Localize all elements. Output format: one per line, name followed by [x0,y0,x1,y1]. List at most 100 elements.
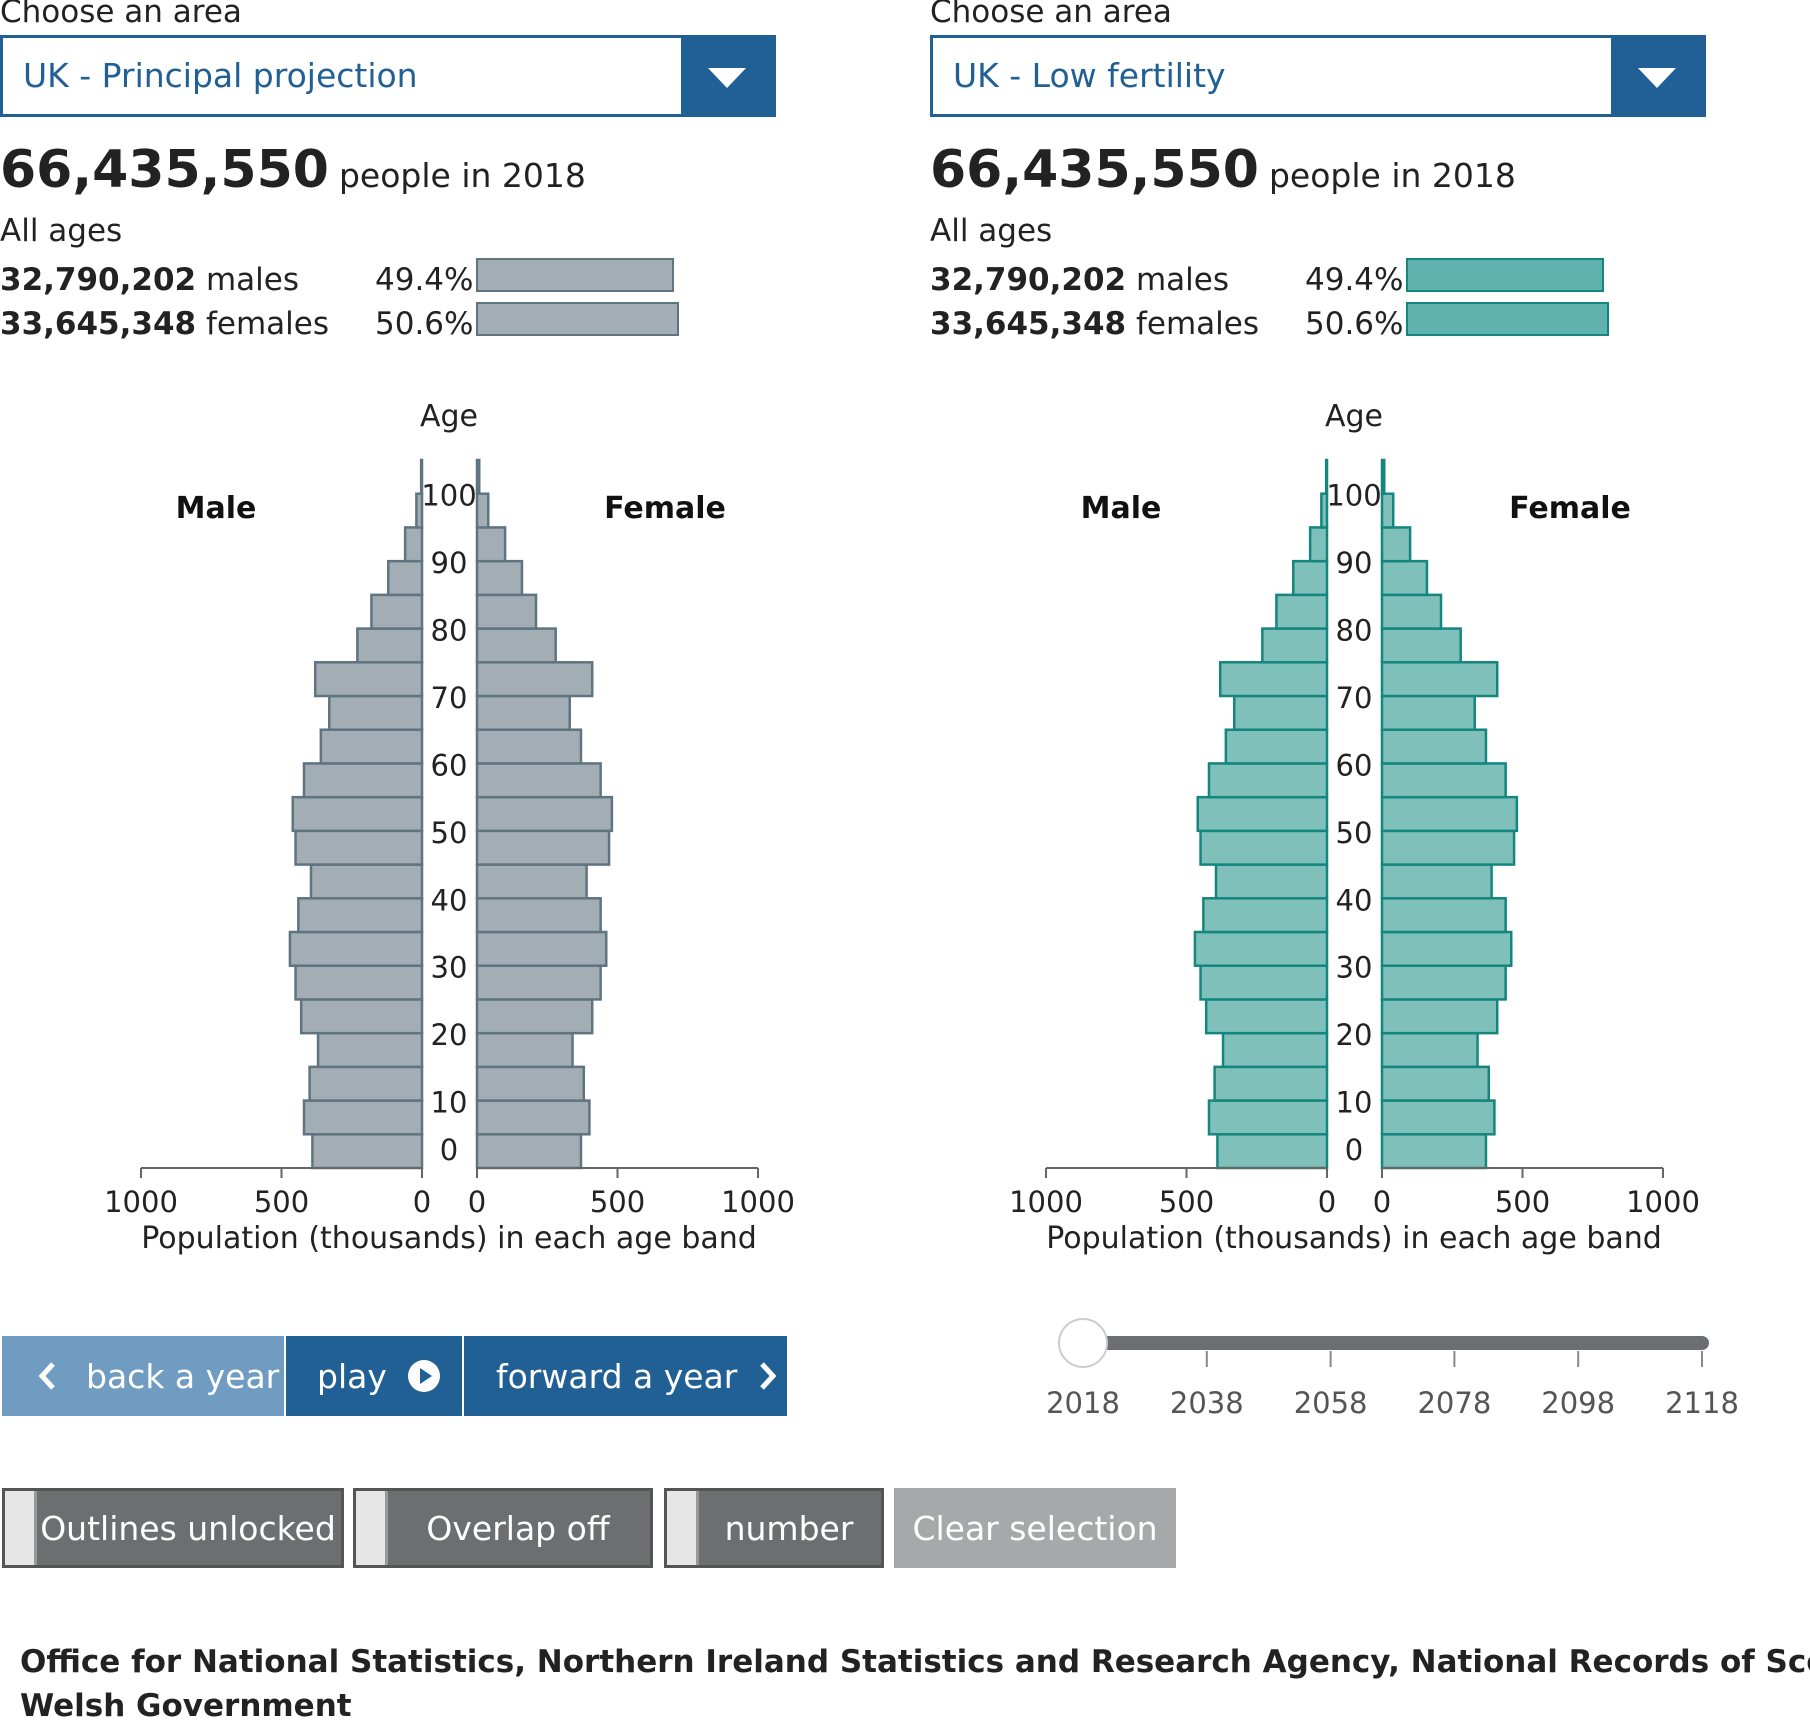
age-tick-label: 100 [1326,479,1381,513]
age-tick-label: 90 [431,546,468,580]
age-tick-label: 20 [431,1018,468,1052]
female-bar [1380,1099,1496,1136]
male-bar [288,930,424,967]
right-dropdown-button[interactable] [1611,38,1703,114]
male-bar [1320,492,1329,529]
slider-tick-label: 2098 [1541,1386,1615,1415]
left-females-pct: 50.6% [375,306,474,342]
right-females-count: 33,645,348 [930,306,1127,342]
right-area-select[interactable]: UK - Low fertility [930,35,1706,117]
female-bar [475,1031,574,1069]
female-bar [1380,458,1386,495]
female-bar [475,762,602,799]
right-males-count: 32,790,202 [930,262,1127,298]
male-bar [302,762,424,799]
right-females-pct: 50.6% [1305,306,1404,342]
female-bar [475,1133,583,1170]
male-bar [403,526,424,563]
male-bar [302,1099,424,1136]
slider-tick-label: 2058 [1294,1386,1368,1415]
male-x-tick-label: 1000 [104,1185,178,1219]
male-bar [1292,559,1329,597]
male-bar [1233,694,1329,731]
slider-tick-label: 2118 [1665,1386,1739,1415]
age-tick-label: 0 [440,1133,458,1167]
male-bar [1199,964,1329,1001]
female-bar [475,1065,586,1102]
female-bar [1380,694,1476,731]
female-bar [475,593,538,630]
female-bar [1380,492,1395,529]
male-bar [313,661,424,698]
male-bar [1308,526,1329,563]
slider-tick-label: 2038 [1170,1386,1244,1415]
left-dropdown-button[interactable] [681,38,773,114]
male-bar [328,694,424,731]
outlines-toggle[interactable]: Outlines unlocked [2,1488,344,1568]
female-x-tick-label: 0 [1373,1185,1391,1219]
female-x-tick-label: 1000 [721,1185,795,1219]
right-total-number: 66,435,550 [930,140,1259,200]
male-bar [297,897,424,934]
male-label: Male [176,491,257,526]
female-bar [475,1099,591,1136]
slider-tick-label: 2018 [1046,1386,1120,1415]
number-toggle-label: number [724,1509,854,1548]
age-axis-title: Age [420,399,478,434]
left-choose-label: Choose an area [0,0,242,30]
male-bar [294,829,424,866]
slider-tick-label: 2078 [1417,1386,1491,1415]
back-a-year-button[interactable]: back a year [2,1336,284,1416]
play-icon [407,1360,440,1392]
age-tick-label: 60 [431,748,468,782]
left-area-select-value: UK - Principal projection [23,56,418,95]
female-bar [475,661,594,698]
male-bar [1221,1031,1329,1069]
left-males-row: 32,790,202 males [0,262,299,298]
forward-a-year-button[interactable]: forward a year [464,1336,787,1416]
female-bar [475,863,588,900]
year-slider[interactable]: 2018 2038 2058 2078 2098 2118 [1040,1305,1800,1415]
age-tick-label: 50 [431,816,468,850]
toggle-knob [5,1491,37,1565]
female-bar [475,458,481,495]
outlines-toggle-label: Outlines unlocked [40,1509,336,1548]
age-tick-label: 10 [431,1086,468,1120]
female-bar [475,964,602,1001]
age-tick-label: 100 [421,479,476,513]
male-bar [1261,627,1329,664]
female-bar [1380,593,1443,630]
female-bar [475,795,614,833]
female-bar [1380,1065,1491,1102]
x-axis-title: Population (thousands) in each age band [141,1221,757,1256]
clear-selection-button[interactable]: Clear selection [894,1488,1176,1568]
left-area-select[interactable]: UK - Principal projection [0,35,776,117]
male-bar [316,1031,424,1069]
female-bar [475,728,583,765]
female-bar [1380,627,1462,664]
number-toggle[interactable]: number [664,1488,884,1568]
female-bar [1380,795,1519,833]
age-tick-label: 40 [431,883,468,917]
female-bar [475,998,594,1035]
left-females-row: 33,645,348 females [0,306,329,342]
female-bar [475,526,507,563]
play-button[interactable]: play [286,1336,462,1416]
overlap-toggle[interactable]: Overlap off [353,1488,653,1568]
left-males-count: 32,790,202 [0,262,197,298]
male-bar [309,863,424,900]
right-males-pct-bar [1406,258,1604,292]
male-bar [1202,897,1329,934]
female-bar [1380,1133,1488,1170]
toggle-knob [356,1491,388,1565]
male-bar [1224,728,1329,765]
male-bar [1193,930,1329,967]
right-males-word: males [1135,262,1230,298]
age-tick-label: 80 [1336,614,1373,648]
right-choose-label: Choose an area [930,0,1172,30]
female-bar [1380,559,1429,597]
male-bar [308,1065,424,1102]
left-males-word: males [205,262,300,298]
female-x-tick-label: 500 [590,1185,645,1219]
toggle-knob [667,1491,699,1565]
